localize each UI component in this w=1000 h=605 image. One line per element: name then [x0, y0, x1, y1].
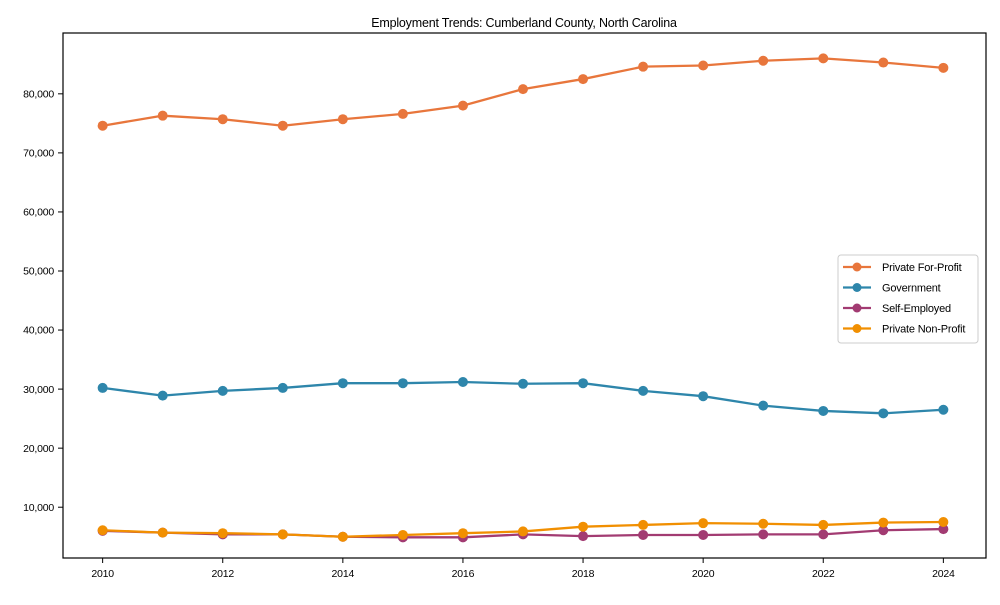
series-marker-private-for-profit: [397, 108, 408, 119]
series-marker-private-for-profit: [878, 57, 889, 68]
y-tick-label: 60,000: [23, 207, 54, 219]
x-tick-label: 2014: [332, 568, 355, 580]
series-marker-government: [938, 404, 949, 415]
series-marker-private-for-profit: [517, 84, 528, 95]
x-tick-label: 2010: [91, 568, 114, 580]
series-marker-government: [97, 382, 108, 393]
series-marker-private-for-profit: [157, 110, 168, 121]
series-marker-self-employed: [878, 525, 889, 536]
series-marker-self-employed: [758, 529, 769, 540]
series-marker-self-employed: [938, 524, 949, 535]
series-marker-private-for-profit: [337, 114, 348, 125]
series-marker-private-for-profit: [277, 120, 288, 131]
legend-marker-icon: [852, 262, 862, 272]
series-marker-self-employed: [638, 529, 649, 540]
legend-label-private-non-profit: Private Non-Profit: [882, 323, 965, 335]
x-tick-label: 2012: [211, 568, 234, 580]
series-marker-government: [397, 378, 408, 389]
y-tick-label: 80,000: [23, 89, 54, 101]
legend-marker-icon: [852, 324, 862, 333]
series-marker-government: [698, 391, 709, 402]
series-marker-private-for-profit: [698, 60, 709, 71]
series-marker-private-non-profit: [457, 528, 468, 539]
x-tick-label: 2024: [932, 568, 955, 580]
series-marker-self-employed: [578, 531, 589, 542]
series-marker-private-non-profit: [337, 531, 348, 542]
y-tick-label: 10,000: [23, 502, 54, 514]
chart-title: Employment Trends: Cumberland County, No…: [371, 16, 677, 30]
y-tick-label: 40,000: [23, 325, 54, 337]
legend-marker-icon: [852, 283, 862, 292]
series-marker-government: [217, 385, 228, 396]
y-tick-label: 20,000: [23, 443, 54, 455]
series-marker-government: [758, 400, 769, 411]
series-marker-private-for-profit: [818, 53, 829, 64]
x-tick-label: 2022: [812, 568, 835, 580]
series-marker-government: [337, 378, 348, 389]
series-marker-self-employed: [698, 529, 709, 540]
series-marker-private-for-profit: [758, 55, 769, 66]
series-marker-private-for-profit: [578, 74, 589, 85]
series-marker-government: [878, 408, 889, 419]
plot-area: 2010 2012 2014 2016 2018 2020 2022 2024 10,000 20…: [23, 32, 987, 580]
series-marker-private-non-profit: [938, 516, 949, 527]
series-marker-private-non-profit: [698, 518, 709, 529]
series-marker-government: [517, 378, 528, 389]
series-marker-self-employed: [818, 529, 829, 540]
series-marker-private-non-profit: [878, 517, 889, 528]
series-marker-private-for-profit: [638, 61, 649, 72]
series-marker-government: [157, 390, 168, 401]
series-marker-government: [638, 385, 649, 396]
x-tick-label: 2018: [572, 568, 595, 580]
legend-label-private-for-profit: Private For-Profit: [882, 262, 962, 274]
series-marker-private-non-profit: [638, 519, 649, 530]
legend-label-self-employed: Self-Employed: [882, 303, 951, 315]
axes-frame: [62, 32, 987, 559]
series-marker-private-for-profit: [217, 114, 228, 125]
x-tick-label: 2020: [692, 568, 715, 580]
series-marker-government: [578, 378, 589, 389]
series-marker-private-non-profit: [818, 519, 829, 530]
series-marker-private-non-profit: [397, 529, 408, 540]
series-marker-private-for-profit: [457, 100, 468, 111]
series-marker-government: [277, 382, 288, 393]
series-marker-government: [818, 405, 829, 416]
x-tick-label: 2016: [452, 568, 475, 580]
series-marker-private-non-profit: [97, 525, 108, 536]
series-marker-private-for-profit: [97, 120, 108, 131]
series-marker-private-non-profit: [277, 529, 288, 540]
series-marker-private-non-profit: [578, 521, 589, 532]
series-marker-private-non-profit: [517, 526, 528, 537]
legend-box: [837, 254, 979, 344]
series-marker-private-non-profit: [758, 518, 769, 529]
legend-label-government: Government: [882, 282, 941, 294]
series-marker-private-non-profit: [217, 528, 228, 539]
legend-marker-icon: [852, 303, 862, 313]
y-tick-label: 30,000: [23, 384, 54, 396]
series-marker-private-non-profit: [157, 527, 168, 538]
series-marker-private-for-profit: [938, 62, 949, 73]
y-tick-label: 50,000: [23, 266, 54, 278]
series-marker-government: [457, 377, 468, 388]
y-tick-label: 70,000: [23, 148, 54, 160]
